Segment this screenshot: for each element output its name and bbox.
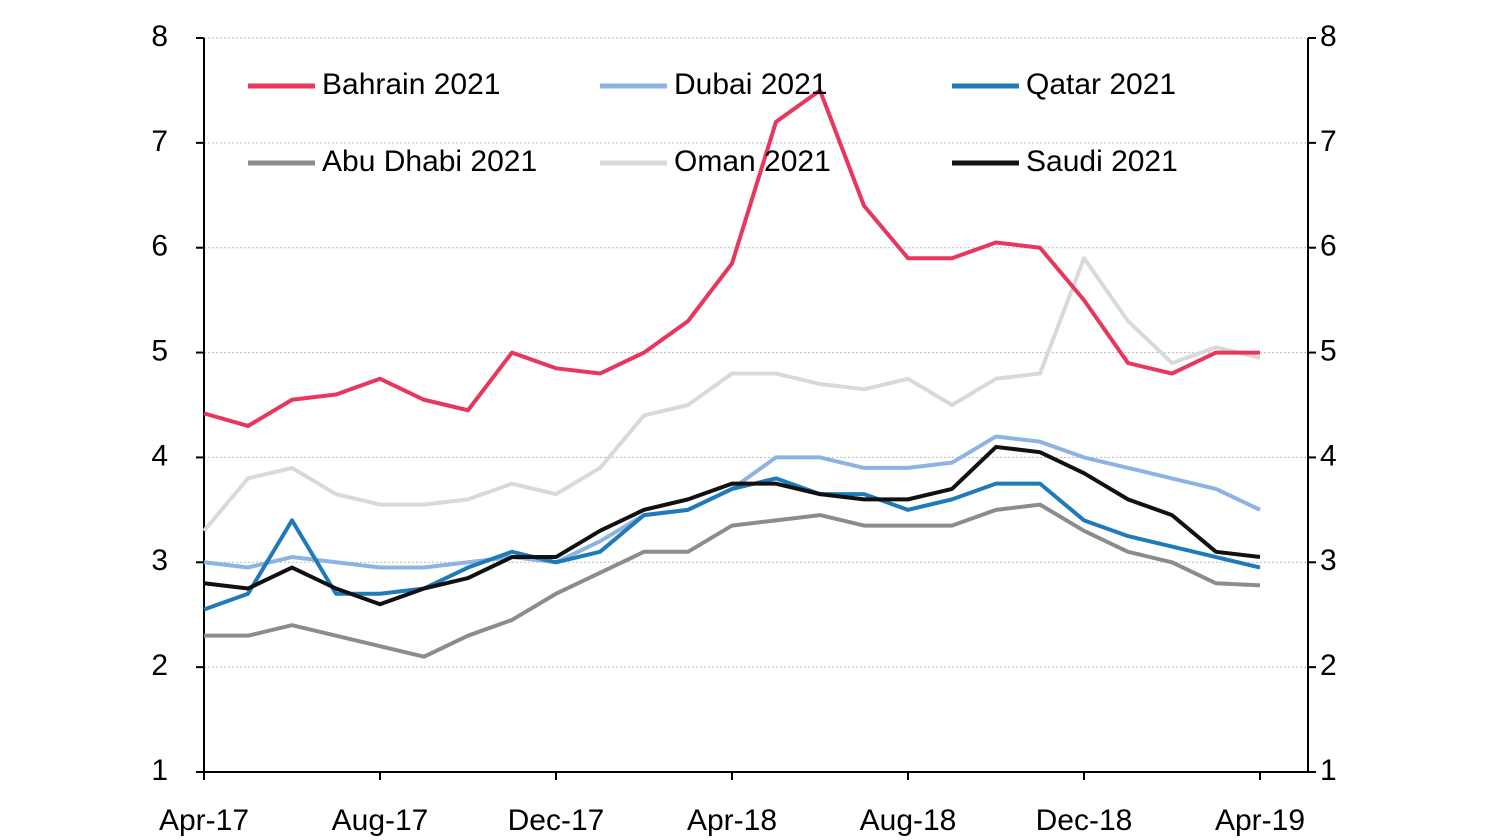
legend-label: Abu Dhabi 2021 [322, 145, 537, 178]
y-tick-label: 1 [151, 754, 168, 787]
x-tick-label: Aug-17 [332, 804, 429, 837]
x-tick-label: Apr-17 [159, 804, 249, 837]
y2-tick-label: 2 [1320, 649, 1337, 682]
y2-tick-label: 1 [1320, 754, 1337, 787]
series-line [202, 256, 1261, 533]
y2-tick-label: 7 [1320, 125, 1337, 158]
legend-label: Qatar 2021 [1026, 68, 1176, 101]
legend-label: Dubai 2021 [674, 68, 827, 101]
y-tick-label: 5 [151, 334, 168, 367]
y-tick-label: 3 [151, 544, 168, 577]
x-tick-label: Aug-18 [860, 804, 957, 837]
y2-tick-label: 6 [1320, 230, 1337, 263]
legend-label: Oman 2021 [674, 145, 831, 178]
x-tick-label: Apr-18 [687, 804, 777, 837]
series-line [204, 502, 1261, 659]
y-tick-label: 4 [151, 439, 168, 472]
y-tick-label: 6 [151, 230, 168, 263]
series-line [203, 476, 1261, 612]
series-line [203, 88, 1260, 428]
legend-label: Saudi 2021 [1026, 145, 1178, 178]
y2-tick-label: 3 [1320, 544, 1337, 577]
y-tick-label: 2 [151, 649, 168, 682]
series-line [203, 444, 1261, 607]
x-tick-label: Apr-19 [1215, 804, 1305, 837]
legend-label: Bahrain 2021 [322, 68, 500, 101]
x-tick-label: Dec-18 [1036, 804, 1133, 837]
y-tick-label: 8 [151, 20, 168, 53]
y2-tick-label: 8 [1320, 20, 1337, 53]
x-tick-label: Dec-17 [508, 804, 605, 837]
y2-tick-label: 5 [1320, 334, 1337, 367]
y-tick-label: 7 [151, 125, 168, 158]
y2-tick-label: 4 [1320, 439, 1337, 472]
